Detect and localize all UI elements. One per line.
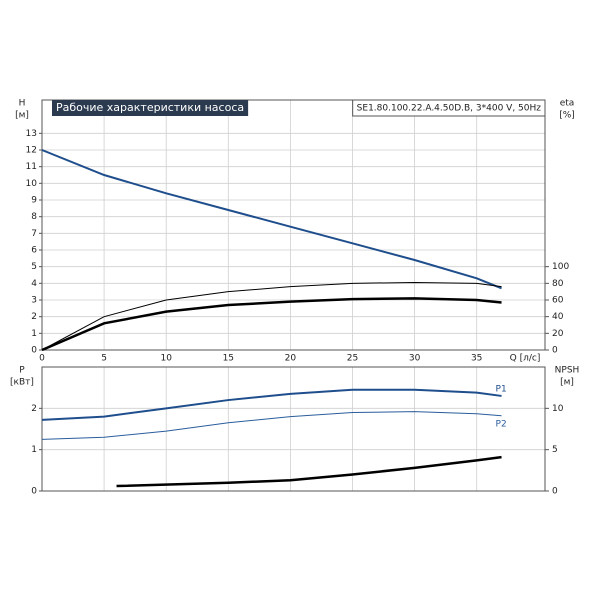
plot-frame bbox=[41, 99, 546, 351]
chart-title: Рабочие характеристики насоса bbox=[56, 101, 244, 114]
y-axis-unit: [кВт] bbox=[10, 378, 34, 388]
y-tick-label: 1 bbox=[31, 329, 37, 339]
x-tick-label: 35 bbox=[471, 354, 482, 364]
curve bbox=[41, 411, 502, 440]
y-tick-label: 4 bbox=[31, 279, 37, 289]
y-tick-label: 6 bbox=[31, 246, 37, 256]
x-axis-label: Q [л/с] bbox=[510, 354, 541, 364]
y2-tick-label: 10 bbox=[552, 404, 564, 414]
y2-tick-label: 40 bbox=[552, 312, 564, 322]
y2-axis-unit: [м] bbox=[560, 378, 574, 388]
x-tick-label: 30 bbox=[409, 354, 421, 364]
y2-tick-label: 5 bbox=[552, 445, 558, 455]
subtitle-box bbox=[352, 99, 546, 117]
series-label: P1 bbox=[496, 384, 507, 394]
y2-axis-label: eta bbox=[560, 99, 575, 109]
curve bbox=[41, 281, 502, 351]
curve bbox=[41, 149, 502, 290]
y-tick-label: 0 bbox=[31, 487, 37, 497]
y2-tick-label: 60 bbox=[552, 296, 564, 306]
y2-tick-label: 0 bbox=[552, 487, 558, 497]
y-tick-label: 2 bbox=[31, 312, 37, 322]
y-tick-label: 12 bbox=[26, 146, 37, 156]
y-tick-label: 2 bbox=[31, 404, 37, 414]
y-tick-label: 9 bbox=[31, 196, 37, 206]
y-tick-label: 0 bbox=[31, 346, 37, 356]
curve bbox=[41, 297, 502, 352]
y-tick-label: 1 bbox=[31, 445, 37, 455]
y-tick-label: 10 bbox=[26, 179, 38, 189]
curve bbox=[116, 455, 502, 488]
y2-tick-label: 100 bbox=[552, 262, 569, 272]
title-box bbox=[52, 100, 249, 116]
y-axis-label: P bbox=[19, 366, 25, 376]
x-tick-label: 10 bbox=[160, 354, 172, 364]
plot-frame bbox=[41, 366, 546, 492]
y-tick-label: 5 bbox=[31, 262, 37, 272]
x-tick-label: 0 bbox=[39, 354, 45, 364]
y2-tick-label: 0 bbox=[552, 346, 558, 356]
x-tick-label: 15 bbox=[223, 354, 234, 364]
y2-axis-label: NPSH bbox=[555, 366, 580, 376]
y-tick-label: 8 bbox=[31, 212, 37, 222]
series-label: P2 bbox=[496, 419, 507, 429]
y2-tick-label: 20 bbox=[552, 329, 564, 339]
x-tick-label: 25 bbox=[347, 354, 358, 364]
x-tick-label: 20 bbox=[285, 354, 297, 364]
y-tick-label: 7 bbox=[31, 229, 37, 239]
y-axis-label: H bbox=[19, 99, 26, 109]
y-axis-unit: [м] bbox=[15, 111, 29, 121]
y2-tick-label: 80 bbox=[552, 279, 564, 289]
curve bbox=[41, 388, 502, 421]
y2-axis-unit: [%] bbox=[559, 111, 575, 121]
x-tick-label: 5 bbox=[101, 354, 107, 364]
y-tick-label: 3 bbox=[31, 296, 37, 306]
y-tick-label: 13 bbox=[26, 129, 37, 139]
chart-subtitle: SE1.80.100.22.A.4.50D.B, 3*400 V, 50Hz bbox=[357, 104, 542, 114]
y-tick-label: 11 bbox=[26, 162, 37, 172]
